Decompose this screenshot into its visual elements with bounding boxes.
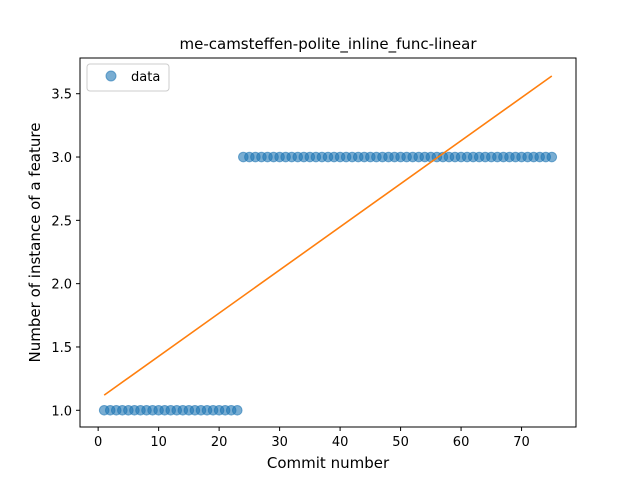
legend-label: data bbox=[131, 70, 160, 85]
legend: data bbox=[86, 63, 170, 92]
x-tick-label: 70 bbox=[513, 435, 530, 450]
x-tick-label: 40 bbox=[332, 435, 349, 450]
y-axis-label: Number of instance of a feature bbox=[26, 123, 44, 363]
y-tick-label: 3.0 bbox=[51, 151, 72, 166]
x-tick-label: 20 bbox=[211, 435, 228, 450]
y-tick-label: 2.0 bbox=[51, 278, 72, 293]
fit-line bbox=[103, 75, 553, 396]
y-tick-label: 3.5 bbox=[51, 88, 72, 103]
y-tick-label: 2.5 bbox=[51, 214, 72, 229]
data-point bbox=[231, 404, 243, 416]
y-tick-label: 1.5 bbox=[51, 341, 72, 356]
data-point bbox=[546, 151, 558, 163]
plot-frame bbox=[79, 57, 577, 428]
x-axis-label: Commit number bbox=[267, 454, 390, 472]
x-tick-label: 30 bbox=[271, 435, 288, 450]
x-tick-label: 50 bbox=[392, 435, 409, 450]
chart-title: me-camsteffen-polite_inline_func-linear bbox=[180, 35, 478, 54]
x-tick-label: 60 bbox=[453, 435, 470, 450]
x-tick-label: 10 bbox=[150, 435, 167, 450]
legend-marker bbox=[105, 70, 117, 82]
x-tick-label: 0 bbox=[94, 435, 102, 450]
series-layer bbox=[98, 75, 558, 416]
plot-area bbox=[80, 58, 576, 427]
y-tick-label: 1.0 bbox=[51, 404, 72, 419]
legend-box bbox=[86, 63, 170, 92]
ticks-layer: 0 10 20 30 40 50 60 70 1.0 1.5 2.0 2.5 3.0 3.5 bbox=[51, 88, 530, 450]
